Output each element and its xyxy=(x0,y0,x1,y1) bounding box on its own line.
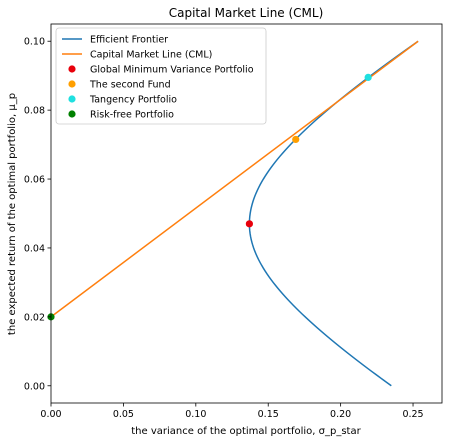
legend-swatch-dot xyxy=(68,110,76,118)
point-the-second-fund xyxy=(292,135,300,144)
x-tick-label: 0.20 xyxy=(330,409,351,420)
point-tangency-portfolio xyxy=(364,73,372,82)
y-tick-label: 0.00 xyxy=(24,381,45,392)
x-tick-label: 0.15 xyxy=(258,409,279,420)
legend-label: Global Minimum Variance Portfolio xyxy=(90,65,254,76)
cml-line xyxy=(50,40,419,318)
y-axis-label: the expected return of the optimal portf… xyxy=(7,93,18,335)
legend: Efficient Frontier Capital Market Line (C… xyxy=(55,27,267,125)
x-tick-label: 0.00 xyxy=(40,409,61,420)
legend-label: Efficient Frontier xyxy=(90,35,168,46)
legend-label: Capital Market Line (CML) xyxy=(90,50,212,61)
x-tick-label: 0.25 xyxy=(402,409,423,420)
legend-box xyxy=(55,27,267,125)
x-tick-label: 0.10 xyxy=(185,409,206,420)
axes: 0.00 0.05 0.10 0.15 0.20 0.25 0.00 0.02 0.04 0.06… xyxy=(24,23,443,420)
legend-label: Risk-free Portfolio xyxy=(90,110,174,121)
x-axis-label: the variance of the optimal portfolio, σ… xyxy=(131,426,361,437)
y-tick-label: 0.04 xyxy=(24,243,45,254)
y-tick-label: 0.08 xyxy=(24,106,45,117)
legend-swatch-dot xyxy=(68,95,76,103)
point-global-minimum-variance-portfolio xyxy=(245,220,253,228)
legend-label: The second Fund xyxy=(89,80,171,91)
y-tick-label: 0.10 xyxy=(24,37,45,48)
x-tick-label: 0.05 xyxy=(113,409,134,420)
legend-swatch-dot xyxy=(68,65,76,73)
y-tick-label: 0.06 xyxy=(24,175,45,186)
chart-title: Capital Market Line (CML) xyxy=(169,6,324,20)
legend-swatch-dot xyxy=(68,80,76,88)
legend-label: Tangency Portfolio xyxy=(89,95,177,106)
plot-frame xyxy=(50,23,443,404)
y-tick-label: 0.02 xyxy=(24,312,45,323)
